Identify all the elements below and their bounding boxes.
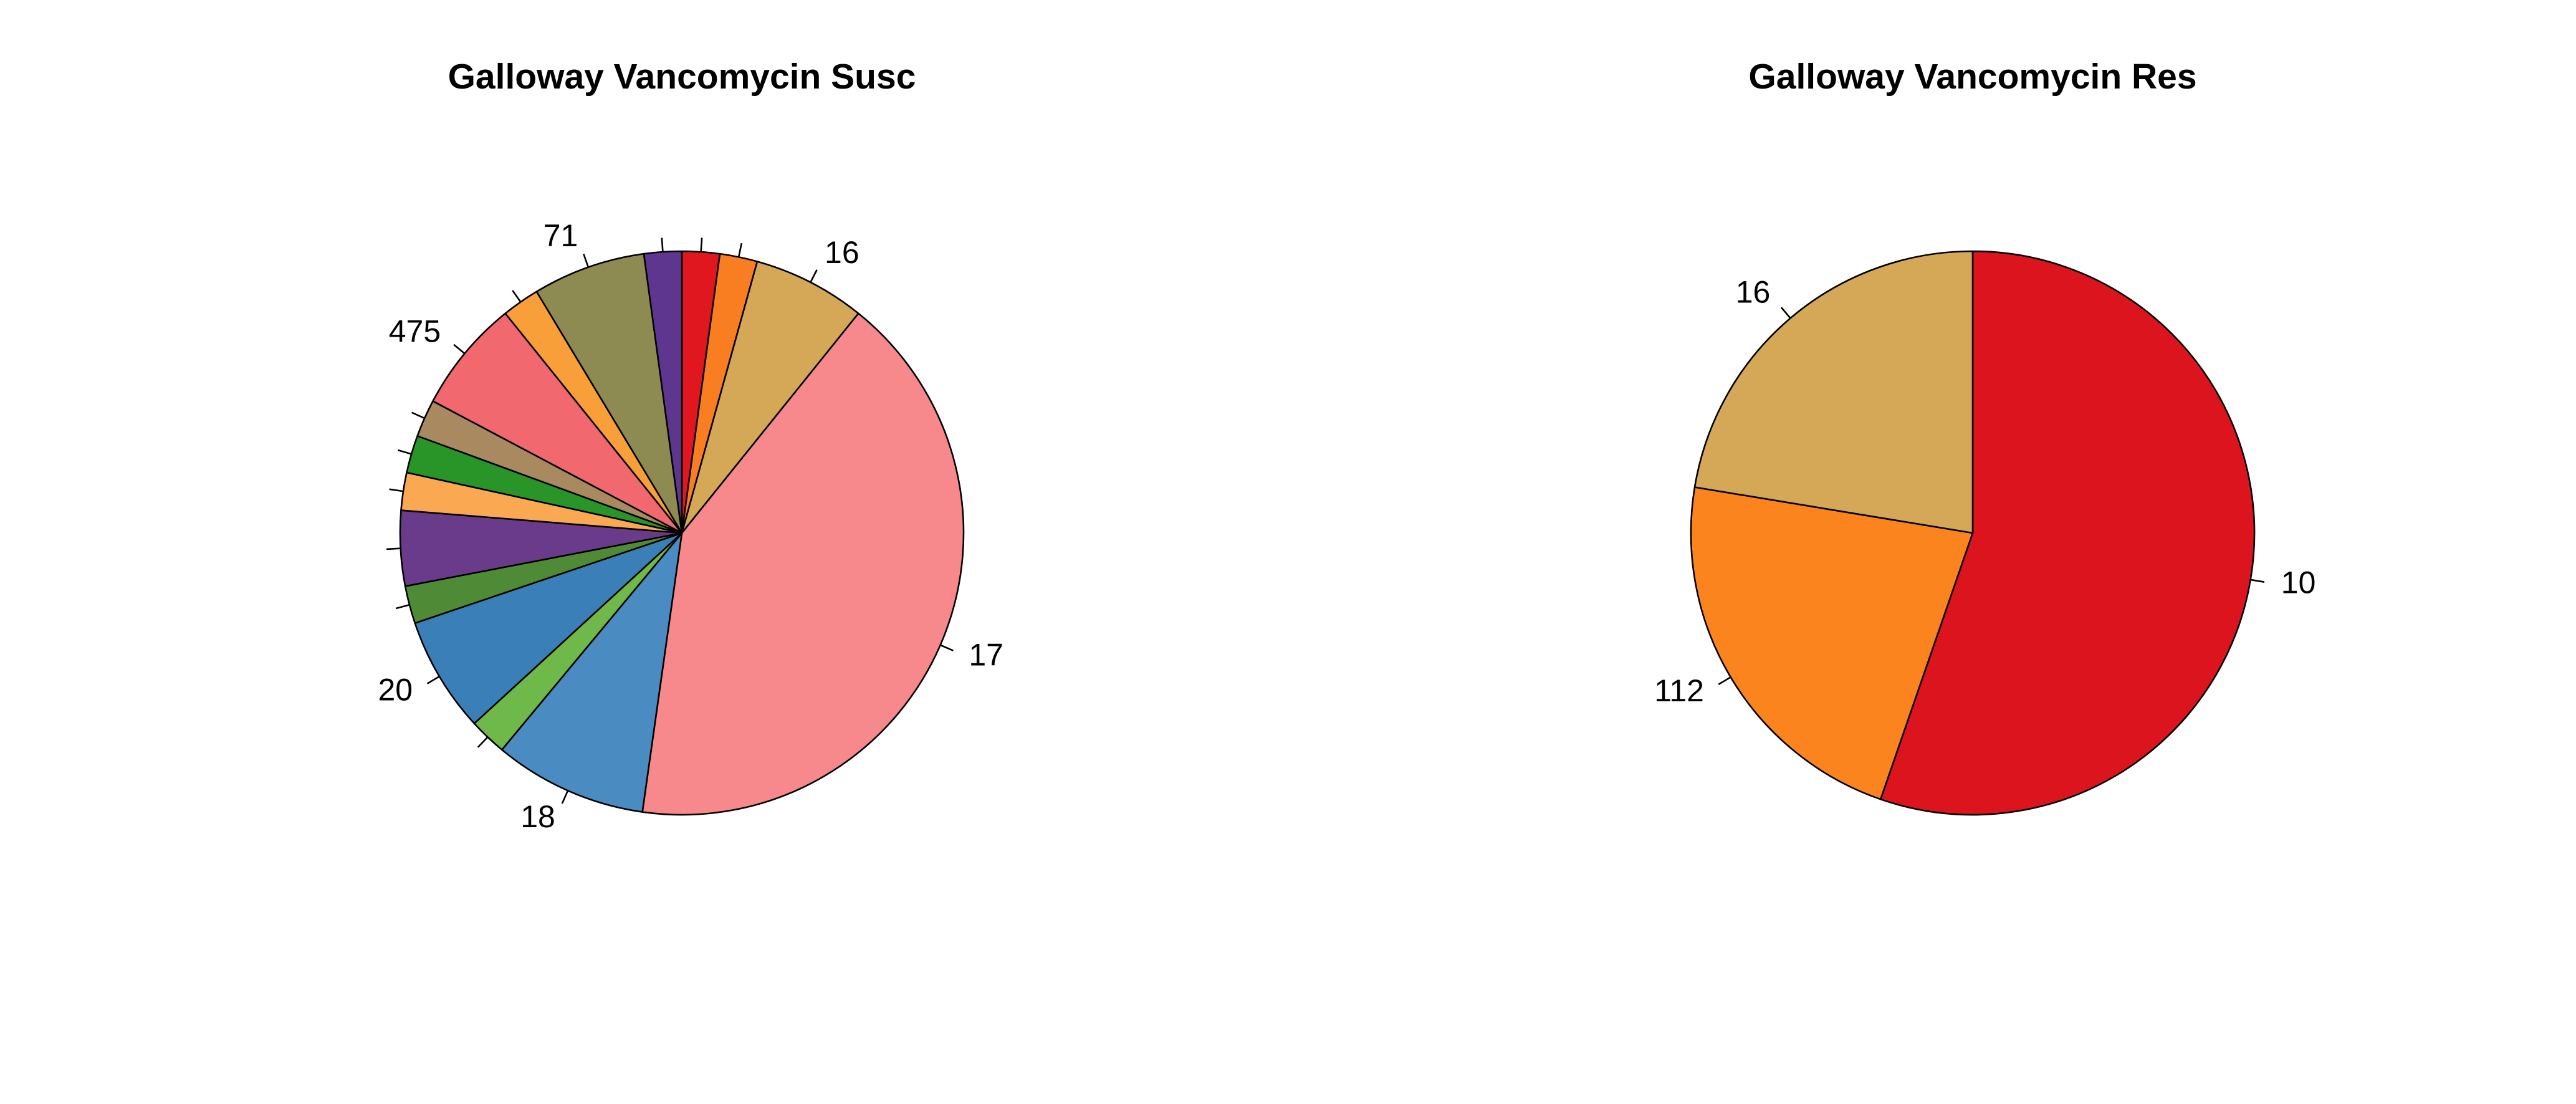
pie-slices-susc: [399, 250, 965, 816]
pie-tick-0-7: [395, 604, 410, 610]
pie-label-1-2: 16: [1736, 275, 1771, 310]
pie-slice-0-4: [500, 532, 683, 813]
pie-chart-res: Galloway Vancomycin Res 10 112 16: [1654, 57, 2315, 816]
pie-label-0-14: 71: [543, 218, 578, 253]
pie-tick-0-9: [389, 488, 404, 492]
pie-tick-0-0: [700, 238, 703, 252]
pie-label-0-2: 16: [825, 235, 859, 270]
pie-ticks-res: [1718, 307, 2265, 685]
pie-tick-1-1: [1718, 676, 1731, 685]
pie-ticks-susc: [386, 238, 954, 804]
pie-labels-res: 10 112 16: [1654, 275, 2315, 708]
pie-slice-0-3: [641, 312, 965, 816]
pie-chart-susc: Galloway Vancomycin Susc 16 17 18 20 475 71: [378, 57, 1003, 834]
pie-tick-0-3: [940, 644, 954, 651]
pie-tick-0-5: [477, 736, 489, 748]
pie-label-1-1: 112: [1654, 673, 1704, 708]
pie-tick-0-14: [583, 253, 590, 268]
chart-title-susc: Galloway Vancomycin Susc: [448, 57, 916, 97]
pie-slice-0-2: [681, 261, 859, 534]
pie-tick-0-12: [453, 343, 466, 355]
pie-tick-0-13: [512, 290, 522, 303]
pie-tick-1-2: [1780, 307, 1791, 319]
pie-slices-res: [1690, 250, 2256, 816]
pie-tick-0-15: [661, 238, 664, 252]
pie-tick-0-2: [810, 269, 818, 283]
pie-tick-0-1: [737, 242, 743, 257]
chart-title-res: Galloway Vancomycin Res: [1748, 57, 2196, 97]
pie-slice-1-0: [1879, 250, 2256, 816]
pie-label-0-3: 17: [969, 638, 1003, 673]
pie-tick-1-0: [2250, 578, 2265, 583]
pie-slice-0-14: [535, 252, 683, 534]
pie-label-1-0: 10: [2281, 565, 2316, 600]
pie-label-0-4: 18: [520, 799, 555, 834]
pie-tick-0-4: [561, 790, 569, 804]
pie-slice-1-1: [1690, 486, 1974, 800]
pie-tick-0-11: [411, 411, 425, 420]
pie-tick-0-6: [426, 675, 440, 684]
pie-slice-0-12: [432, 312, 683, 534]
pie-label-0-6: 20: [378, 673, 413, 708]
pie-labels-susc: 16 17 18 20 475 71: [378, 218, 1003, 834]
pie-tick-0-10: [398, 449, 412, 455]
pie-label-0-12: 475: [389, 314, 441, 349]
pie-slice-0-6: [414, 532, 683, 724]
